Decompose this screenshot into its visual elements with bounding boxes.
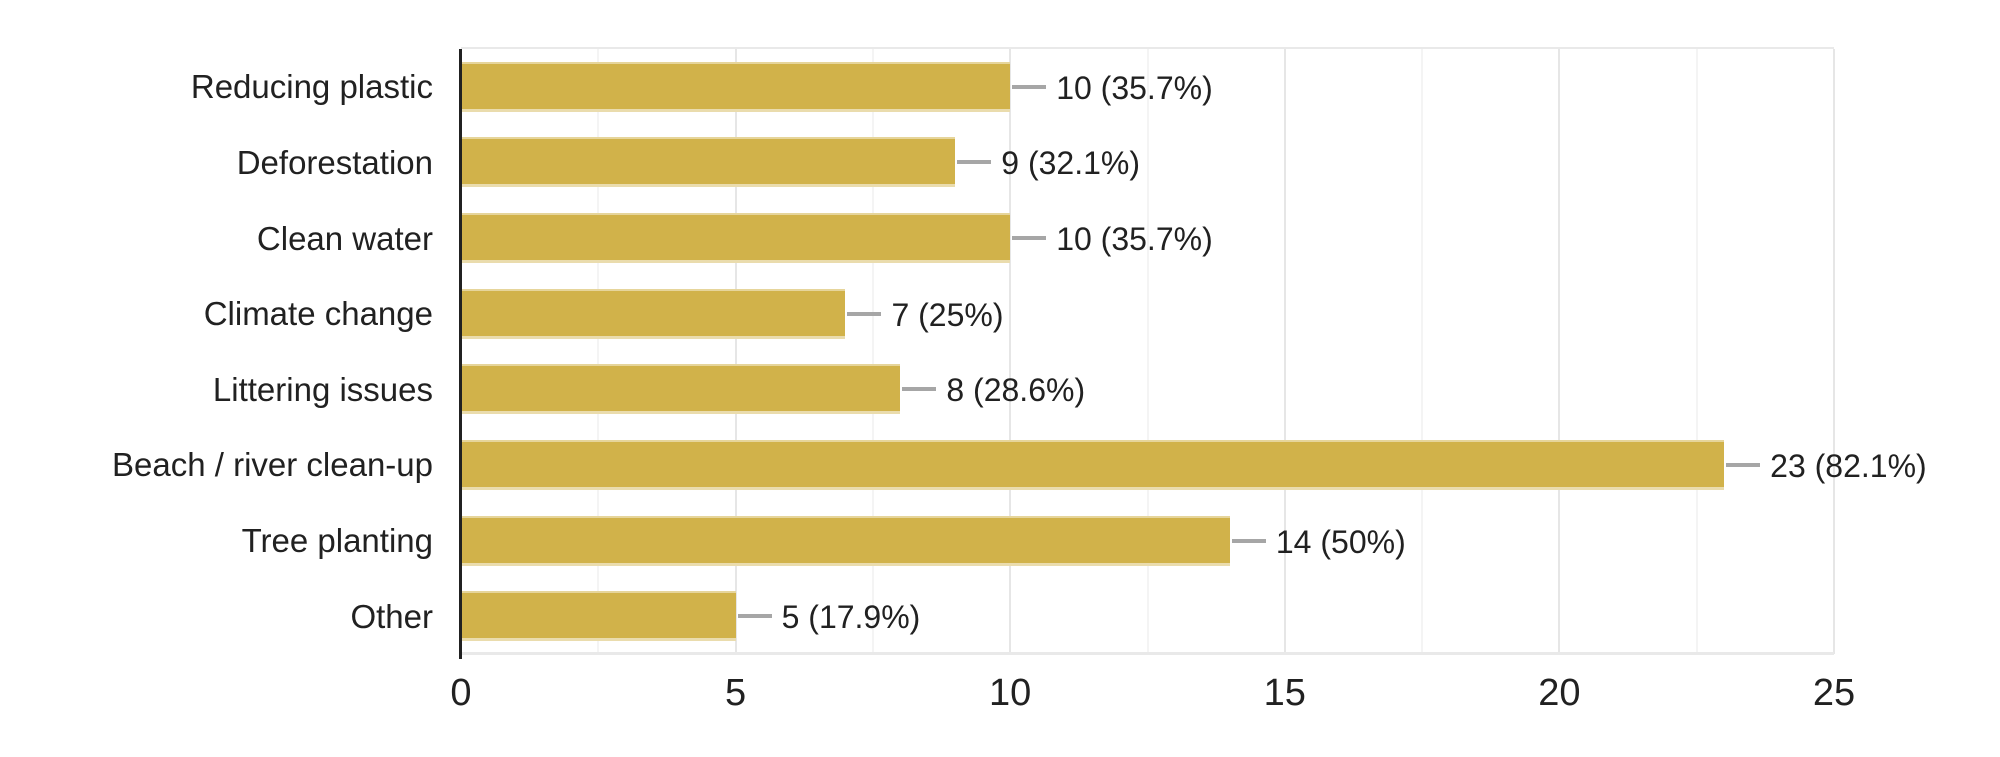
bar[interactable]	[461, 591, 736, 642]
x-tick-label: 0	[450, 672, 472, 714]
x-tick-label: 25	[1812, 672, 1856, 714]
gridline-major	[734, 49, 737, 654]
bar[interactable]	[461, 137, 956, 188]
plot-top-border	[461, 47, 1834, 49]
gridline-minor	[1695, 49, 1698, 654]
gridline-major	[1009, 49, 1012, 654]
bar[interactable]	[461, 364, 901, 415]
bar-value-label: 8 (28.6%)	[946, 372, 1086, 409]
plot-bottom-border	[461, 652, 1834, 655]
gridline-minor	[597, 49, 600, 654]
x-tick-label: 5	[725, 672, 747, 714]
y-axis-line	[459, 49, 462, 659]
gridline-minor	[871, 49, 874, 654]
bar-callout-line	[1231, 538, 1266, 543]
bar-callout-line	[1726, 462, 1761, 467]
bar-callout-line	[957, 160, 992, 165]
category-label: Other	[350, 597, 433, 635]
bar-callout-line	[902, 387, 937, 392]
category-label: Climate change	[203, 295, 433, 333]
bar-callout-line	[737, 614, 772, 619]
x-tick-label: 10	[989, 672, 1032, 714]
category-label: Tree planting	[241, 522, 433, 560]
bar-value-label: 9 (32.1%)	[1001, 145, 1140, 182]
bar-callout-line	[1012, 236, 1047, 241]
gridline-minor	[1421, 49, 1424, 654]
category-label: Reducing plastic	[190, 68, 433, 106]
category-label: Clean water	[256, 219, 433, 257]
bar-value-label: 5 (17.9%)	[781, 599, 921, 636]
gridline-major	[1283, 49, 1286, 654]
gridline-minor	[1146, 49, 1149, 654]
category-label: Littering issues	[212, 370, 433, 408]
bar-value-label: 7 (25%)	[891, 296, 1004, 333]
bar-callout-line	[847, 311, 882, 316]
bar[interactable]	[461, 515, 1230, 566]
gridline-major	[1833, 49, 1835, 654]
x-tick-label: 15	[1263, 672, 1306, 714]
bar-value-label: 10 (35.7%)	[1056, 69, 1213, 106]
x-tick-label: 20	[1538, 672, 1581, 714]
bar[interactable]	[461, 213, 1011, 264]
category-label: Beach / river clean-up	[112, 446, 433, 484]
bar-callout-line	[1012, 84, 1047, 89]
bar[interactable]	[461, 288, 846, 339]
gridline-major	[1558, 49, 1561, 654]
bar-value-label: 14 (50%)	[1275, 523, 1406, 560]
bar[interactable]	[461, 439, 1725, 490]
bar-value-label: 10 (35.7%)	[1056, 221, 1213, 258]
category-label: Deforestation	[236, 143, 433, 181]
bar-value-label: 23 (82.1%)	[1770, 447, 1927, 484]
bar[interactable]	[461, 61, 1011, 112]
